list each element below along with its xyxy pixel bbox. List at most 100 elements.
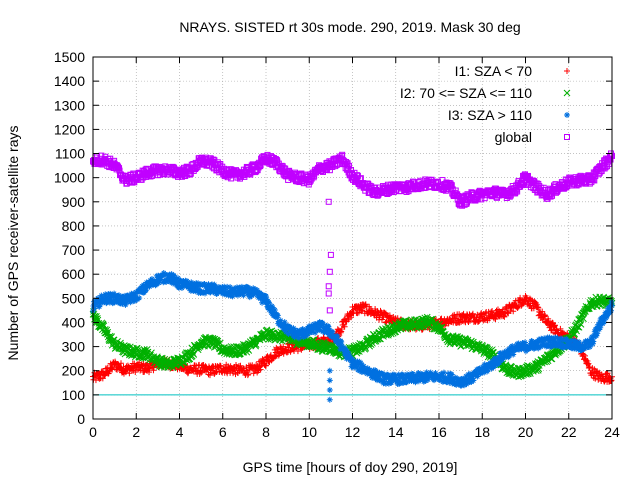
data-point bbox=[577, 321, 585, 328]
data-point bbox=[148, 349, 155, 357]
data-point bbox=[535, 345, 542, 352]
data-point bbox=[234, 292, 241, 299]
data-point bbox=[353, 363, 360, 370]
data-point bbox=[590, 176, 597, 183]
y-tick-label: 900 bbox=[62, 194, 86, 210]
data-point bbox=[303, 332, 310, 339]
data-point bbox=[291, 326, 298, 333]
data-point bbox=[549, 342, 556, 349]
data-point bbox=[570, 337, 577, 344]
data-point bbox=[499, 356, 506, 363]
data-point bbox=[143, 287, 150, 294]
data-point bbox=[354, 310, 361, 317]
data-point bbox=[448, 371, 455, 378]
legend-marker bbox=[564, 112, 570, 118]
data-point bbox=[361, 365, 368, 372]
data-point bbox=[410, 377, 417, 384]
data-point bbox=[478, 341, 486, 349]
data-point bbox=[127, 299, 134, 306]
chart-title: NRAYS. SISTED rt 30s mode. 290, 2019. Ma… bbox=[179, 19, 520, 35]
y-tick-label: 1200 bbox=[54, 121, 85, 137]
data-point bbox=[423, 369, 430, 376]
data-point bbox=[111, 290, 118, 297]
data-point bbox=[270, 309, 277, 316]
y-tick-label: 400 bbox=[62, 314, 86, 330]
data-point bbox=[481, 369, 488, 376]
y-tick-label: 0 bbox=[77, 411, 85, 427]
y-tick-label: 1100 bbox=[55, 146, 85, 162]
data-point bbox=[315, 326, 322, 333]
data-point bbox=[295, 335, 302, 342]
data-point bbox=[547, 337, 554, 344]
data-point bbox=[183, 283, 190, 290]
data-point bbox=[274, 312, 281, 319]
y-tick-label: 300 bbox=[62, 339, 86, 355]
data-point bbox=[436, 377, 443, 384]
data-point bbox=[210, 289, 217, 296]
data-point bbox=[220, 286, 227, 293]
data-point bbox=[588, 341, 595, 348]
data-point bbox=[426, 326, 433, 333]
data-point bbox=[445, 370, 452, 377]
data-point bbox=[263, 362, 269, 369]
data-point bbox=[250, 291, 257, 298]
transient-point bbox=[325, 198, 332, 205]
data-point bbox=[608, 307, 615, 314]
data-point bbox=[294, 348, 301, 355]
data-point bbox=[598, 314, 605, 321]
transient-points bbox=[325, 198, 334, 314]
data-point bbox=[440, 369, 447, 376]
data-point bbox=[344, 348, 351, 355]
data-point bbox=[358, 308, 365, 315]
data-point bbox=[586, 343, 593, 350]
data-point bbox=[592, 173, 599, 180]
data-point bbox=[211, 281, 218, 288]
data-point bbox=[383, 374, 390, 381]
y-tick-label: 700 bbox=[62, 242, 86, 258]
y-axis-label: Number of GPS receiver-satellite rays bbox=[5, 126, 21, 361]
x-tick-label: 22 bbox=[561, 424, 577, 440]
data-point bbox=[453, 381, 460, 388]
data-point bbox=[542, 341, 549, 348]
data-point bbox=[522, 348, 529, 355]
data-point bbox=[162, 271, 169, 278]
legend: I1: SZA < 70 I2: 70 <= SZA <= 110 I3: SZA … bbox=[400, 63, 571, 145]
data-point bbox=[147, 173, 154, 180]
data-point bbox=[283, 328, 290, 335]
x-tick-label: 6 bbox=[219, 424, 227, 440]
y-tick-label: 1000 bbox=[54, 170, 85, 186]
data-point bbox=[604, 312, 611, 319]
y-tick-label: 800 bbox=[62, 218, 86, 234]
x-tick-label: 16 bbox=[431, 424, 447, 440]
x-tick-label: 20 bbox=[518, 424, 534, 440]
data-point bbox=[263, 293, 269, 300]
x-tick-label: 10 bbox=[301, 424, 317, 440]
data-point bbox=[98, 292, 105, 299]
data-point bbox=[554, 335, 561, 342]
data-point bbox=[252, 342, 260, 350]
data-point bbox=[245, 284, 252, 291]
transient-point bbox=[326, 367, 333, 374]
data-point bbox=[300, 334, 307, 341]
data-point bbox=[122, 369, 129, 376]
data-point bbox=[580, 315, 587, 323]
data-point bbox=[596, 326, 603, 333]
data-point bbox=[182, 279, 189, 286]
data-point bbox=[194, 163, 201, 170]
y-tick-label: 1300 bbox=[54, 97, 85, 113]
data-point bbox=[240, 292, 247, 299]
data-point bbox=[590, 374, 597, 381]
data-point bbox=[205, 283, 212, 290]
data-point bbox=[514, 343, 521, 350]
data-point bbox=[277, 317, 284, 324]
data-point bbox=[108, 296, 115, 303]
data-point bbox=[557, 325, 564, 332]
data-point bbox=[320, 321, 327, 328]
data-point bbox=[465, 371, 472, 378]
data-point bbox=[590, 338, 597, 345]
data-point bbox=[252, 341, 260, 349]
data-point bbox=[432, 369, 439, 376]
data-point bbox=[470, 377, 477, 384]
data-point bbox=[132, 369, 139, 376]
data-point bbox=[167, 274, 174, 281]
